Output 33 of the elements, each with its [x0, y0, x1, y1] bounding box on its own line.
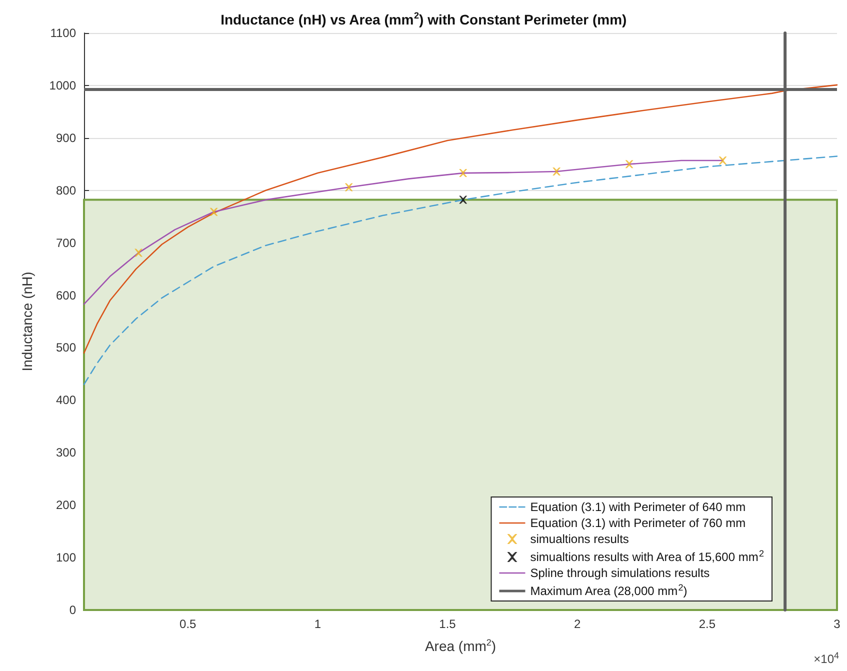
- legend-label: Spline through simulations results: [530, 566, 710, 580]
- legend-label: simualtions results: [530, 532, 629, 546]
- y-tick-label: 400: [56, 393, 76, 408]
- legend-label: Equation (3.1) with Perimeter of 640 mm: [530, 500, 746, 514]
- y-tick-label: 100: [56, 550, 76, 565]
- x-tick-label: 1: [314, 617, 322, 631]
- y-tick-label: 200: [56, 498, 76, 512]
- point: [344, 183, 353, 192]
- y-tick-label: 500: [56, 340, 76, 355]
- y-axis-title: Inductance (nH): [19, 272, 35, 372]
- x-tick-label: 1.5: [439, 617, 456, 631]
- x-tick-label: 2.5: [698, 617, 716, 631]
- y-tick-label: 0: [69, 603, 76, 617]
- line-series: [83, 84, 838, 354]
- point: [459, 169, 468, 178]
- y-tick-label: 1000: [49, 78, 76, 92]
- y-tick-label: 900: [56, 130, 76, 145]
- y-tick-label: 300: [56, 446, 76, 460]
- y-tick-label: 700: [56, 236, 76, 250]
- point: [718, 156, 727, 164]
- point: [134, 248, 143, 257]
- y-tick-label: 600: [56, 288, 76, 302]
- point: [625, 160, 634, 168]
- y-tick-label: 1100: [50, 26, 76, 40]
- y-tick-label: 800: [56, 183, 76, 198]
- line-series: [83, 156, 838, 386]
- x-tick-label: 2: [574, 617, 581, 631]
- point: [552, 167, 561, 176]
- x-tick-label: 0.5: [180, 617, 197, 631]
- point: [210, 208, 218, 216]
- x-tick-label: 3: [834, 617, 841, 631]
- point: [459, 196, 468, 204]
- legend-label: Equation (3.1) with Perimeter of 760 mm: [530, 516, 746, 530]
